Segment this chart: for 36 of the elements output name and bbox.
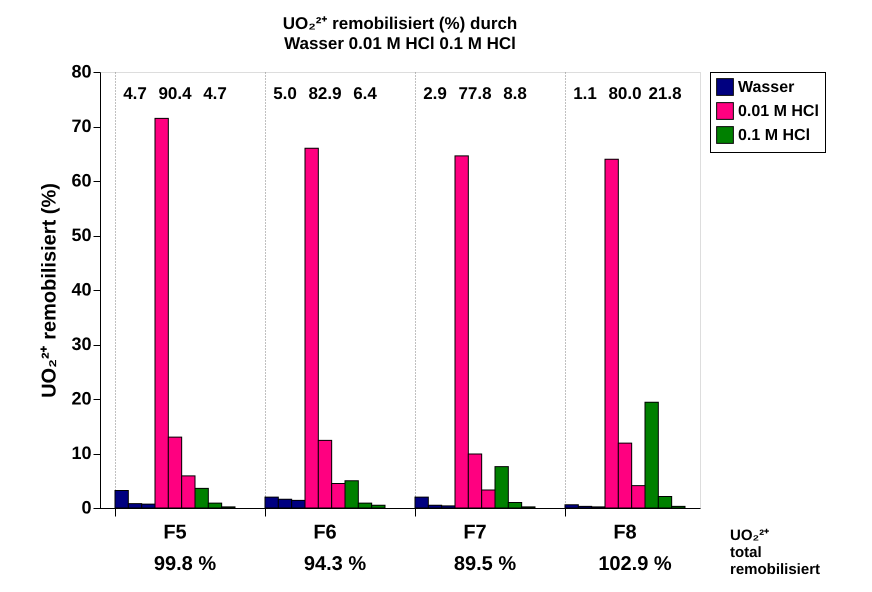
y-tick-label: 30 <box>71 334 92 354</box>
annotation: 4.7 <box>203 84 227 103</box>
annotation: 1.1 <box>573 84 597 103</box>
y-tick-label: 20 <box>71 388 92 408</box>
text: 89.5 % <box>454 553 516 575</box>
y-tick-label: 70 <box>71 116 92 136</box>
annotation: 2.9 <box>423 84 447 103</box>
x-tick-label: F6 <box>313 522 337 544</box>
x-tick-label: F7 <box>463 522 487 544</box>
y-axis-title: UO₂²⁺ remobilisiert (%) <box>38 183 60 398</box>
y-tick-label: 40 <box>71 280 92 300</box>
annotation: 8.8 <box>503 84 527 103</box>
y-tick-label: 60 <box>71 170 92 190</box>
x-tick-label: F5 <box>163 522 187 544</box>
legend-label: 0.01 M HCl <box>738 103 819 120</box>
chart-title: UO₂²⁺ remobilisiert (%) durch <box>282 14 518 33</box>
annotation: 82.9 <box>308 84 342 103</box>
annotation: 21.8 <box>648 84 682 103</box>
y-tick-label: 80 <box>71 62 92 82</box>
y-tick-label: 10 <box>71 443 92 463</box>
y-tick-label: 50 <box>71 225 92 245</box>
text: 94.3 % <box>304 553 366 575</box>
chart-subtitle: Wasser 0.01 M HCl 0.1 M HCl <box>284 34 516 53</box>
annotation: 6.4 <box>353 84 378 103</box>
y-tick-label: 0 <box>81 498 92 518</box>
annotation: 4.7 <box>123 84 147 103</box>
annotation: 5.0 <box>273 84 297 103</box>
legend-label: 0.1 M HCl <box>738 127 810 144</box>
legend-label: Wasser <box>738 79 794 96</box>
text: 102.9 % <box>598 553 672 575</box>
annotation: 80.0 <box>608 84 642 103</box>
text: 99.8 % <box>154 553 216 575</box>
text: UO₂²⁺ total remobilisiert <box>730 527 820 578</box>
annotation: 90.4 <box>158 84 192 103</box>
annotation: 77.8 <box>458 84 492 103</box>
x-tick-label: F8 <box>613 522 637 544</box>
